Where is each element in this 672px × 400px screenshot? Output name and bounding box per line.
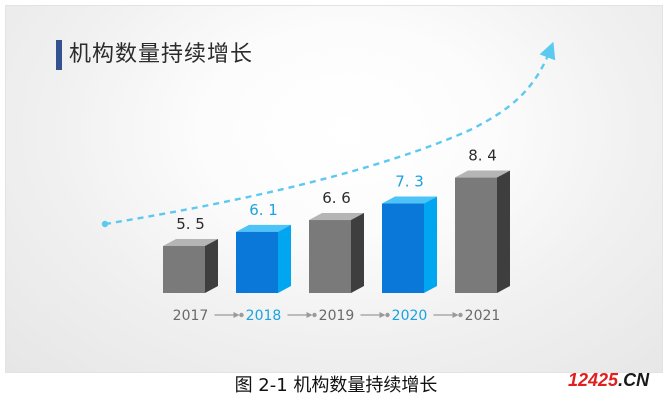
bar-2021: 8. 4 [455, 147, 510, 293]
year-label: 2019 [319, 308, 355, 324]
bar-side-face [205, 239, 218, 293]
bars-group: 5. 5 6. 1 6. 6 7. 3 8. 4 [163, 147, 510, 293]
bar-front-face [455, 177, 497, 293]
bar-top-face [163, 239, 218, 246]
bar-value-label: 8. 4 [468, 147, 497, 165]
title-accent-bar [56, 40, 62, 70]
bar-2018: 6. 1 [236, 201, 291, 293]
bar-value-label: 5. 5 [176, 215, 205, 233]
bar-top-face [236, 224, 291, 232]
bar-2020: 7. 3 [382, 173, 437, 293]
year-label: 2017 [173, 308, 209, 324]
year-connector-arrow [287, 312, 317, 318]
year-connector-arrow [214, 312, 244, 318]
year-connector-arrow [433, 312, 463, 318]
bar-value-label: 6. 6 [322, 189, 351, 207]
bar-value-label: 6. 1 [249, 201, 278, 219]
bar-value-label: 7. 3 [395, 173, 424, 191]
bar-front-face [236, 231, 278, 293]
bar-side-face [497, 170, 510, 293]
bar-side-face [351, 213, 364, 293]
year-label: 2018 [246, 308, 282, 324]
bar-top-face [455, 170, 510, 178]
bar-front-face [309, 220, 351, 293]
year-label: 2020 [392, 308, 428, 324]
bar-front-face [382, 203, 424, 293]
bar-2017: 5. 5 [163, 215, 218, 293]
trend-arrow [104, 41, 556, 226]
bar-side-face [424, 196, 437, 293]
watermark-number: 12425 [568, 370, 619, 390]
site-watermark: 12425.CN [568, 370, 664, 392]
bar-top-face [309, 213, 364, 221]
slide-title: 机构数量持续增长 [69, 42, 254, 67]
slide-panel: 机构数量持续增长 [5, 5, 663, 373]
bar-front-face [163, 246, 205, 293]
trend-start-dot [101, 220, 109, 228]
year-labels-group: 2017 2018 2019 2020 2021 [173, 308, 501, 324]
bar-2019: 6. 6 [309, 189, 364, 293]
bar-chart: 5. 5 6. 1 6. 6 7. 3 8. 4 2017 2018 2019 2020 202… [101, 41, 556, 324]
watermark-suffix: .CN [618, 370, 650, 390]
figure-caption: 图 2-1 机构数量持续增长 [234, 375, 438, 396]
bar-top-face [382, 196, 437, 204]
year-connector-arrow [360, 312, 390, 318]
year-label: 2021 [465, 308, 501, 324]
bar-side-face [278, 224, 291, 293]
